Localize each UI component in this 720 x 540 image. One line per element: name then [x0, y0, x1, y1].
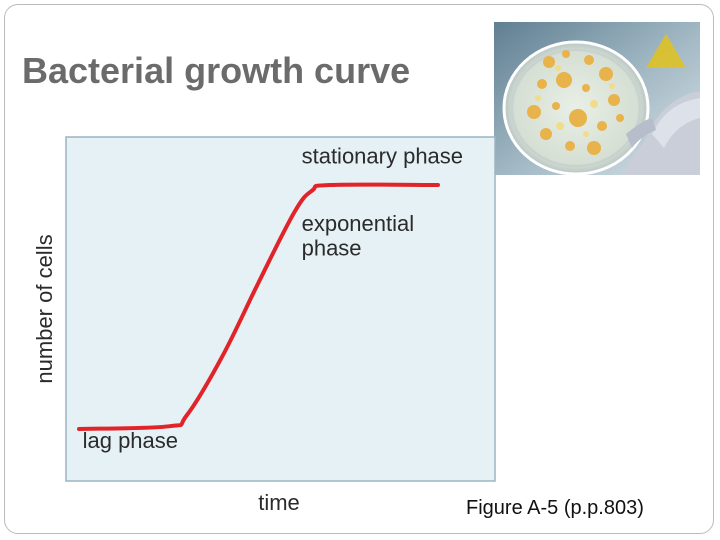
slide-frame	[4, 4, 714, 534]
annotation-lag-phase: lag phase	[83, 428, 178, 453]
figure-caption: Figure A-5 (p.p.803)	[466, 497, 644, 519]
annotation-stationary-phase: stationary phase	[302, 143, 463, 168]
x-axis-label: time	[258, 490, 300, 515]
annotation-exponential-phase: phase	[302, 236, 362, 261]
petri-dish-photo	[494, 22, 700, 175]
series-line-growth	[77, 182, 440, 431]
y-axis-label: number of cells	[32, 234, 57, 383]
slide-title: Bacterial growth curve	[22, 50, 411, 91]
plot-area	[65, 136, 496, 482]
annotation-exponential: exponential	[302, 211, 415, 236]
